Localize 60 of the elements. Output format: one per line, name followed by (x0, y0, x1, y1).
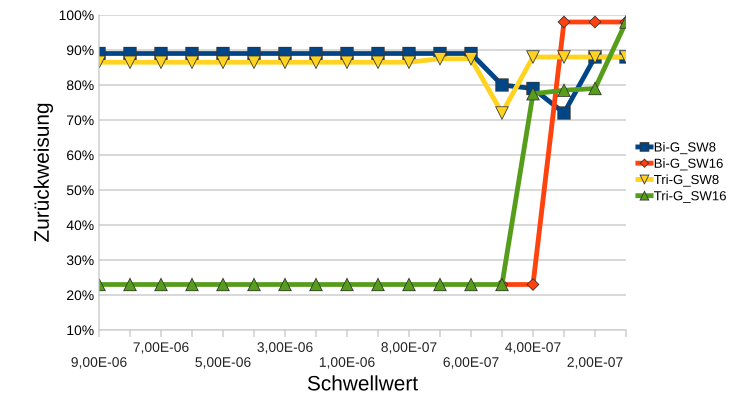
point (123, 278, 137, 292)
y-tick-label: 50% (66, 185, 94, 196)
point (402, 56, 416, 69)
y-tick-label: 70% (67, 115, 94, 126)
point (247, 56, 261, 69)
y-tick-label: 30% (66, 255, 94, 266)
point (340, 278, 354, 292)
point (495, 106, 509, 120)
y-tick-label: 20% (67, 290, 94, 300)
point (216, 278, 230, 292)
point (558, 16, 570, 28)
point (309, 278, 323, 292)
x-tick-label: 3,00E-06 (257, 342, 313, 354)
point (185, 56, 199, 69)
point (216, 56, 230, 69)
legend-label: Bi-G_SW8 (654, 142, 716, 154)
point (340, 56, 354, 69)
point (557, 50, 571, 64)
point (495, 78, 509, 92)
x-axis-title: Schwellwert (308, 375, 418, 391)
point (526, 278, 540, 291)
point (278, 56, 292, 69)
y-tick-label: 80% (66, 80, 94, 90)
legend-label: Bi-G_SW16 (654, 158, 723, 170)
point (464, 278, 478, 292)
y-tick-label: 40% (66, 220, 94, 230)
point (123, 56, 137, 69)
y-tick-label: 90% (66, 45, 94, 56)
legend-label: Tri-G_SW8 (654, 174, 719, 187)
point (309, 56, 323, 69)
point (278, 278, 292, 292)
x-tick-label: 2,00E-07 (568, 357, 622, 369)
point (557, 106, 571, 120)
x-tick-label: 7,00E-06 (134, 342, 189, 354)
point (154, 278, 168, 292)
legend-label: Tri-G_SW16 (654, 190, 726, 203)
x-tick-label: 1,00E-06 (320, 357, 375, 369)
y-axis-title: Zurückweisung (34, 104, 54, 242)
point (154, 56, 168, 69)
x-tick-label: 5,00E-06 (195, 357, 251, 369)
x-tick-label: 9,00E-06 (71, 357, 127, 369)
point (464, 52, 478, 66)
point (371, 56, 385, 69)
point (526, 87, 540, 100)
y-tick-label: 60% (67, 150, 94, 160)
x-tick-label: 4,00E-07 (505, 342, 560, 354)
point (371, 278, 385, 292)
point (526, 50, 540, 64)
x-tick-label: 8,00E-07 (381, 342, 436, 354)
y-tick-label: 100% (60, 10, 94, 20)
point (433, 52, 447, 66)
x-tick-label: 6,00E-07 (444, 357, 498, 369)
point (247, 278, 261, 292)
point (588, 82, 602, 96)
point (588, 16, 602, 28)
point (557, 84, 571, 97)
y-tick-label: 10% (67, 325, 94, 336)
point (402, 278, 416, 292)
point (433, 278, 447, 292)
point (185, 278, 199, 292)
